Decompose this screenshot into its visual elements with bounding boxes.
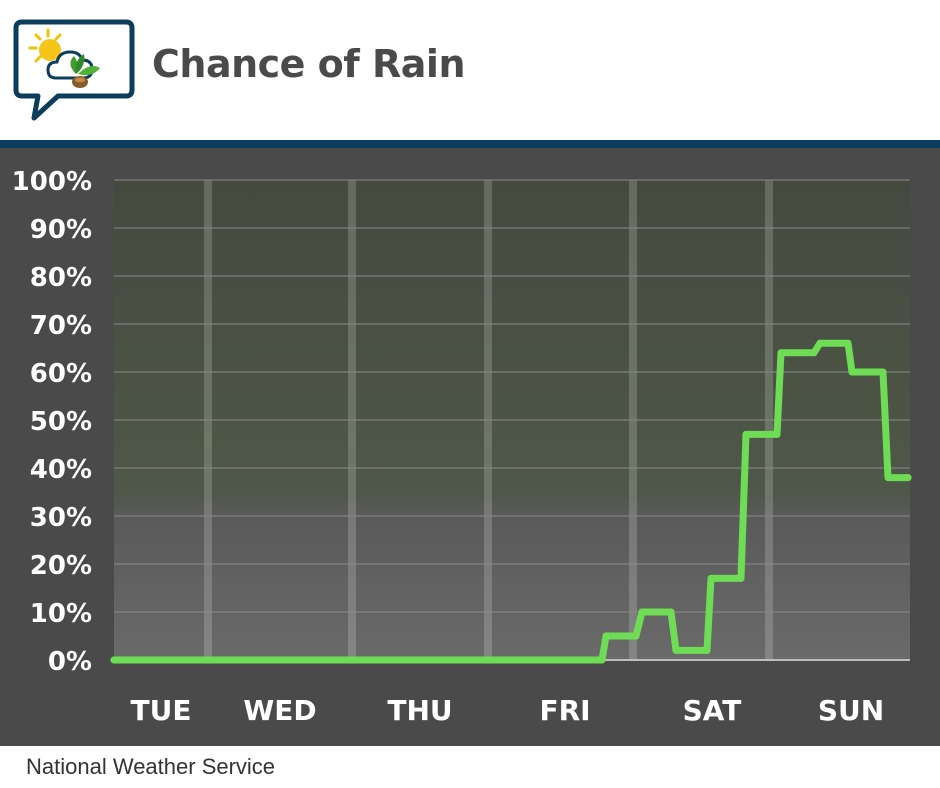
y-tick-label: 70% xyxy=(30,311,92,341)
y-tick-label: 80% xyxy=(30,263,92,293)
source-credit: National Weather Service xyxy=(26,754,276,779)
page-title: Chance of Rain xyxy=(152,42,466,86)
data-point xyxy=(598,656,606,664)
data-point xyxy=(602,632,610,640)
x-tick-label: SUN xyxy=(818,694,884,727)
data-point xyxy=(742,430,750,438)
y-tick-label: 10% xyxy=(30,599,92,629)
data-point xyxy=(707,574,715,582)
data-point xyxy=(773,430,781,438)
x-tick-label: TUE xyxy=(131,694,192,727)
header-divider xyxy=(0,140,940,148)
header: Chance of Rain xyxy=(0,0,940,140)
x-tick-label: SAT xyxy=(683,694,742,727)
data-point xyxy=(904,474,912,482)
data-point xyxy=(810,349,818,357)
y-tick-label: 20% xyxy=(30,551,92,581)
y-tick-label: 90% xyxy=(30,215,92,245)
rain-chance-line xyxy=(110,339,912,664)
data-point xyxy=(638,608,646,616)
data-point xyxy=(672,646,680,654)
data-point xyxy=(816,339,824,347)
y-tick-label: 60% xyxy=(30,359,92,389)
y-tick-label: 100% xyxy=(12,167,92,197)
data-point xyxy=(110,656,118,664)
data-point xyxy=(777,349,785,357)
x-tick-label: WED xyxy=(243,694,316,727)
data-point xyxy=(632,632,640,640)
y-tick-label: 50% xyxy=(30,407,92,437)
data-point xyxy=(844,339,852,347)
y-tick-label: 0% xyxy=(48,647,92,677)
data-point xyxy=(848,368,856,376)
y-tick-label: 40% xyxy=(30,455,92,485)
x-tick-label: THU xyxy=(387,694,452,727)
y-tick-label: 30% xyxy=(30,503,92,533)
weather-logo-icon xyxy=(13,19,135,121)
data-point xyxy=(667,608,675,616)
data-point xyxy=(703,646,711,654)
data-point xyxy=(879,368,887,376)
x-tick-label: FRI xyxy=(539,694,590,727)
data-point xyxy=(737,574,745,582)
rain-chance-chart: 0% 10% 20% 30% 40% 50% 60% 70% 80% 90% 100% TUE WED… xyxy=(12,167,912,727)
data-point xyxy=(884,474,892,482)
